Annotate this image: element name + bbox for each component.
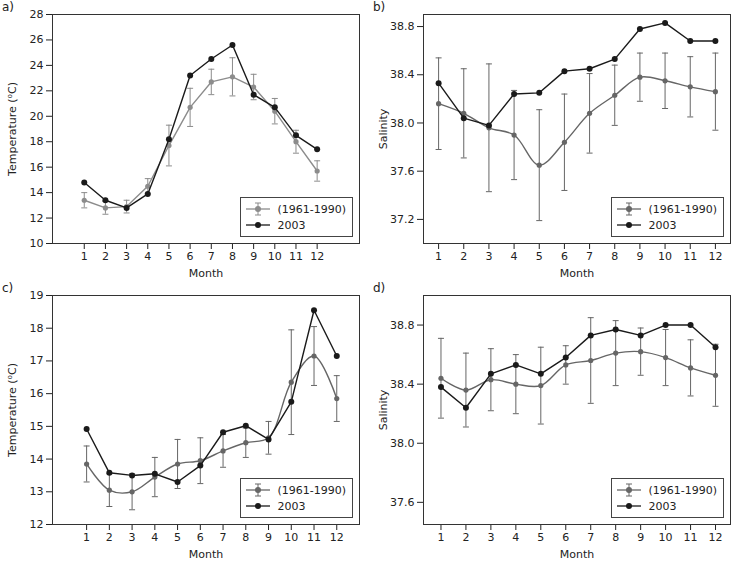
html-text:b): b) [373, 0, 386, 14]
html-text:2003: 2003 [277, 499, 306, 513]
svg-text:20: 20 [30, 110, 44, 123]
svg-text:12: 12 [708, 250, 722, 263]
svg-text:38.4: 38.4 [390, 68, 415, 81]
svg-text:16: 16 [30, 161, 44, 174]
svg-text:10: 10 [284, 531, 298, 544]
svg-text:7: 7 [208, 250, 215, 263]
svg-text:3: 3 [485, 250, 492, 263]
svg-text:5: 5 [174, 531, 181, 544]
svg-text:38.0: 38.0 [390, 437, 415, 450]
html-text:(1961-1990): (1961-1990) [648, 483, 717, 497]
svg-text:1: 1 [83, 531, 90, 544]
svg-text:Salinity: Salinity [377, 108, 390, 149]
svg-text:18: 18 [30, 135, 44, 148]
html-text:d): d) [373, 281, 386, 295]
svg-text:4: 4 [511, 250, 518, 263]
svg-text:4: 4 [144, 250, 151, 263]
html-text:(1961-1990): (1961-1990) [277, 483, 346, 497]
svg-text:2: 2 [102, 250, 109, 263]
svg-text:11: 11 [684, 531, 698, 544]
svg-text:37.6: 37.6 [390, 496, 415, 509]
svg-text:11: 11 [307, 531, 321, 544]
svg-text:37.2: 37.2 [390, 213, 415, 226]
svg-text:19: 19 [30, 289, 44, 302]
svg-text:38.8: 38.8 [390, 319, 415, 332]
svg-text:6: 6 [561, 250, 568, 263]
svg-text:10: 10 [659, 531, 673, 544]
svg-text:5: 5 [536, 250, 543, 263]
svg-text:7: 7 [586, 250, 593, 263]
html-text:(1961-1990): (1961-1990) [648, 202, 717, 216]
svg-text:11: 11 [289, 250, 303, 263]
svg-text:12: 12 [30, 212, 44, 225]
svg-text:24: 24 [30, 59, 44, 72]
svg-text:1: 1 [81, 250, 88, 263]
svg-text:10: 10 [658, 250, 672, 263]
html-text:2003: 2003 [277, 218, 306, 232]
svg-text:10: 10 [30, 237, 44, 250]
svg-text:3: 3 [487, 531, 494, 544]
svg-text:11: 11 [683, 250, 697, 263]
svg-text:Month: Month [189, 548, 224, 561]
html-text:2003: 2003 [648, 218, 677, 232]
svg-text:22: 22 [30, 84, 44, 97]
svg-text:2: 2 [106, 531, 113, 544]
svg-text:14: 14 [30, 186, 44, 199]
html-text:(1961-1990): (1961-1990) [277, 202, 346, 216]
svg-text:37.6: 37.6 [390, 165, 415, 178]
svg-text:10: 10 [268, 250, 282, 263]
svg-text:4: 4 [512, 531, 519, 544]
svg-text:7: 7 [587, 531, 594, 544]
svg-text:5: 5 [165, 250, 172, 263]
svg-text:Month: Month [560, 267, 595, 280]
svg-text:6: 6 [187, 250, 194, 263]
svg-text:8: 8 [242, 531, 249, 544]
html-text:a): a) [2, 0, 14, 14]
svg-text:26: 26 [30, 33, 44, 46]
svg-text:1: 1 [435, 250, 442, 263]
svg-text:9: 9 [637, 531, 644, 544]
svg-text:28: 28 [30, 8, 44, 21]
svg-text:3: 3 [129, 531, 136, 544]
svg-text:6: 6 [197, 531, 204, 544]
svg-text:16: 16 [30, 387, 44, 400]
svg-text:12: 12 [330, 531, 344, 544]
svg-text:12: 12 [30, 518, 44, 531]
svg-text:Temperature (⁰C): Temperature (⁰C) [6, 82, 19, 177]
svg-text:6: 6 [562, 531, 569, 544]
svg-text:13: 13 [30, 485, 44, 498]
svg-text:38.8: 38.8 [390, 20, 415, 33]
svg-text:2: 2 [462, 531, 469, 544]
svg-text:8: 8 [229, 250, 236, 263]
svg-text:7: 7 [220, 531, 227, 544]
svg-text:5: 5 [537, 531, 544, 544]
svg-text:9: 9 [250, 250, 257, 263]
html-text:2003: 2003 [648, 499, 677, 513]
svg-text:8: 8 [612, 531, 619, 544]
svg-text:Month: Month [189, 267, 224, 280]
svg-text:9: 9 [265, 531, 272, 544]
svg-text:4: 4 [151, 531, 158, 544]
svg-text:2: 2 [460, 250, 467, 263]
svg-text:38.0: 38.0 [390, 116, 415, 129]
svg-text:Salinity: Salinity [377, 389, 390, 430]
svg-text:12: 12 [709, 531, 723, 544]
svg-text:9: 9 [636, 250, 643, 263]
svg-text:15: 15 [30, 420, 44, 433]
svg-text:3: 3 [123, 250, 130, 263]
svg-text:Temperature (⁰C): Temperature (⁰C) [6, 363, 19, 458]
svg-text:38.4: 38.4 [390, 378, 415, 391]
svg-text:14: 14 [30, 453, 44, 466]
svg-text:1: 1 [437, 531, 444, 544]
svg-text:12: 12 [310, 250, 324, 263]
svg-text:Month: Month [560, 548, 595, 561]
svg-text:17: 17 [30, 354, 44, 367]
svg-text:8: 8 [611, 250, 618, 263]
html-text:c): c) [2, 281, 14, 295]
svg-text:18: 18 [30, 322, 44, 335]
